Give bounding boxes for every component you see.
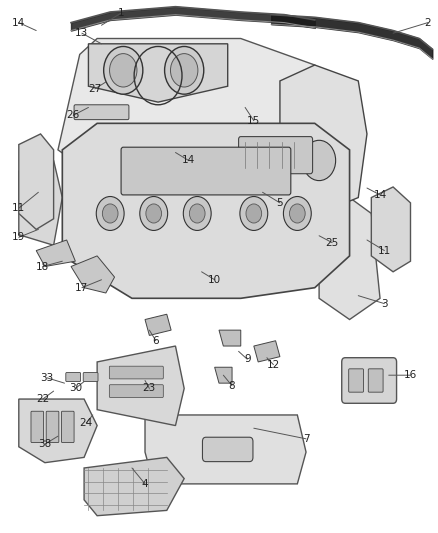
Text: 2: 2 [424, 18, 431, 28]
Polygon shape [84, 457, 184, 516]
Circle shape [283, 197, 311, 230]
Text: 22: 22 [36, 394, 49, 404]
Polygon shape [219, 330, 241, 346]
FancyBboxPatch shape [202, 437, 253, 462]
Circle shape [290, 204, 305, 223]
Circle shape [303, 140, 336, 181]
Text: 16: 16 [404, 370, 417, 380]
Polygon shape [88, 44, 228, 102]
Polygon shape [71, 256, 115, 293]
Text: 26: 26 [67, 110, 80, 120]
Text: 30: 30 [69, 383, 82, 393]
Text: 14: 14 [374, 190, 387, 200]
Text: 19: 19 [12, 232, 25, 243]
Text: 27: 27 [88, 84, 102, 94]
Text: 17: 17 [75, 282, 88, 293]
FancyBboxPatch shape [342, 358, 396, 403]
Text: 1: 1 [118, 8, 124, 18]
Circle shape [104, 46, 143, 94]
Text: 6: 6 [152, 336, 159, 346]
Polygon shape [371, 187, 410, 272]
Circle shape [170, 54, 198, 87]
Text: 15: 15 [247, 116, 261, 126]
Text: 3: 3 [381, 298, 388, 309]
Text: 5: 5 [277, 198, 283, 208]
Text: 38: 38 [38, 439, 52, 449]
Polygon shape [145, 314, 171, 335]
Circle shape [240, 197, 268, 230]
FancyBboxPatch shape [61, 411, 74, 442]
Text: 9: 9 [244, 354, 251, 364]
FancyBboxPatch shape [31, 411, 44, 442]
FancyBboxPatch shape [239, 136, 313, 174]
Polygon shape [215, 367, 232, 383]
Text: 33: 33 [40, 373, 54, 383]
Circle shape [165, 46, 204, 94]
Text: 7: 7 [303, 434, 309, 444]
Text: 23: 23 [143, 383, 156, 393]
Text: 13: 13 [75, 28, 88, 38]
Polygon shape [254, 341, 280, 362]
FancyBboxPatch shape [83, 373, 98, 382]
Polygon shape [319, 198, 380, 319]
Text: 14: 14 [182, 156, 195, 165]
Text: 25: 25 [325, 238, 339, 248]
Polygon shape [280, 65, 367, 214]
Text: 11: 11 [12, 203, 25, 213]
Polygon shape [58, 38, 341, 224]
Text: 11: 11 [378, 246, 391, 256]
Polygon shape [36, 240, 75, 266]
FancyBboxPatch shape [66, 373, 81, 382]
Polygon shape [62, 123, 350, 298]
FancyBboxPatch shape [110, 366, 163, 379]
Polygon shape [97, 346, 184, 425]
Circle shape [246, 204, 261, 223]
Text: 24: 24 [80, 418, 93, 428]
Polygon shape [19, 134, 53, 229]
Text: 18: 18 [36, 262, 49, 271]
FancyBboxPatch shape [110, 385, 163, 398]
Circle shape [110, 54, 137, 87]
Text: 10: 10 [208, 274, 221, 285]
Text: 4: 4 [142, 479, 148, 489]
FancyBboxPatch shape [121, 147, 291, 195]
Text: 8: 8 [229, 381, 235, 391]
Text: 12: 12 [267, 360, 280, 369]
FancyBboxPatch shape [74, 105, 129, 119]
Polygon shape [19, 399, 97, 463]
Circle shape [96, 197, 124, 230]
Circle shape [102, 204, 118, 223]
Circle shape [184, 197, 211, 230]
Polygon shape [145, 415, 306, 484]
Circle shape [140, 197, 168, 230]
Text: 14: 14 [12, 18, 25, 28]
FancyBboxPatch shape [368, 369, 383, 392]
Circle shape [189, 204, 205, 223]
Circle shape [146, 204, 162, 223]
FancyBboxPatch shape [46, 411, 59, 442]
Polygon shape [19, 160, 62, 245]
FancyBboxPatch shape [349, 369, 364, 392]
